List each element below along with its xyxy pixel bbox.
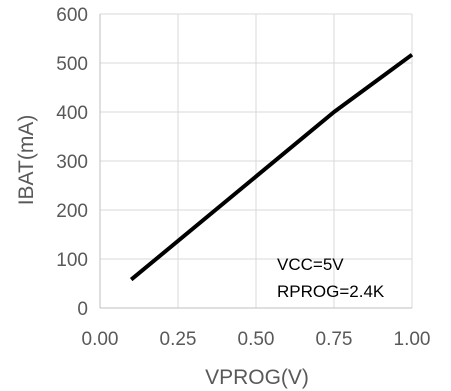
y-tick-label: 300	[56, 152, 88, 173]
annotation-vcc: VCC=5V	[277, 255, 344, 274]
y-axis-title: IBAT(mA)	[15, 115, 38, 206]
x-tick-labels: 0.00 0.25 0.50 0.75 1.00	[82, 329, 431, 350]
y-tick-label: 200	[56, 201, 88, 222]
y-tick-label: 500	[56, 54, 88, 75]
x-tick-label: 0.50	[238, 329, 275, 350]
y-tick-label: 400	[56, 103, 88, 124]
y-tick-label: 600	[56, 5, 88, 26]
x-tick-label: 0.25	[160, 329, 197, 350]
y-tick-label: 0	[77, 299, 88, 320]
y-tick-label: 100	[56, 250, 88, 271]
y-tick-labels: 0 100 200 300 400 500 600	[56, 5, 88, 320]
x-tick-label: 1.00	[394, 329, 431, 350]
x-axis-title: VPROG(V)	[205, 366, 309, 389]
x-tick-label: 0.75	[316, 329, 353, 350]
series-line	[129, 53, 414, 282]
series	[129, 53, 414, 282]
annotation-rprog: RPROG=2.4K	[277, 282, 385, 301]
x-tick-label: 0.00	[82, 329, 119, 350]
grid	[100, 13, 413, 308]
axes	[99, 14, 412, 309]
